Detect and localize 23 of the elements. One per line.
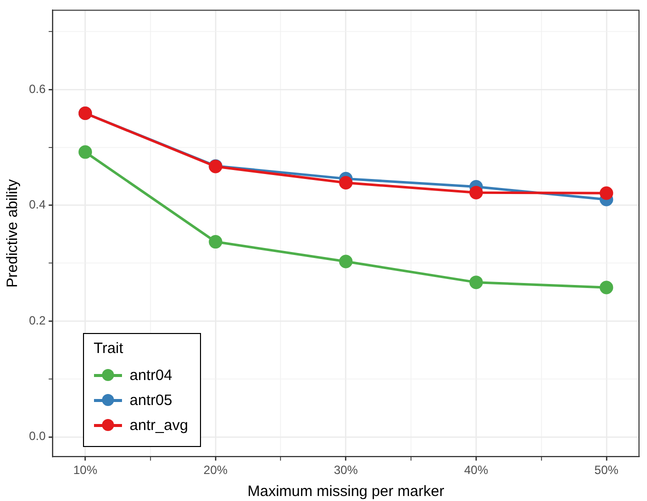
x-tick-label: 10% xyxy=(73,463,98,478)
y-tick-label: 0.6 xyxy=(28,82,46,96)
legend-label: antr04 xyxy=(130,366,172,384)
point xyxy=(469,186,483,200)
point xyxy=(208,235,222,249)
x-tick-label: 40% xyxy=(464,463,488,478)
x-tick-label: 30% xyxy=(334,463,358,478)
y-tick-label: 0.4 xyxy=(28,198,46,212)
legend-label: antr_avg xyxy=(130,416,188,434)
point xyxy=(469,276,483,290)
y-tick-label: 0.0 xyxy=(28,429,46,444)
y-tick-label: 0.2 xyxy=(28,313,46,328)
x-tick-label: 50% xyxy=(594,463,619,478)
point xyxy=(339,176,353,190)
legend-title: Trait xyxy=(94,340,124,357)
point xyxy=(600,280,614,294)
point xyxy=(600,186,614,200)
point xyxy=(78,145,92,159)
point xyxy=(339,254,353,268)
x-tick-label: 20% xyxy=(204,463,228,478)
x-axis-title: Maximum missing per marker xyxy=(247,483,444,500)
legend-label: antr05 xyxy=(130,392,172,409)
y-axis-title: Predictive ability xyxy=(4,178,22,288)
